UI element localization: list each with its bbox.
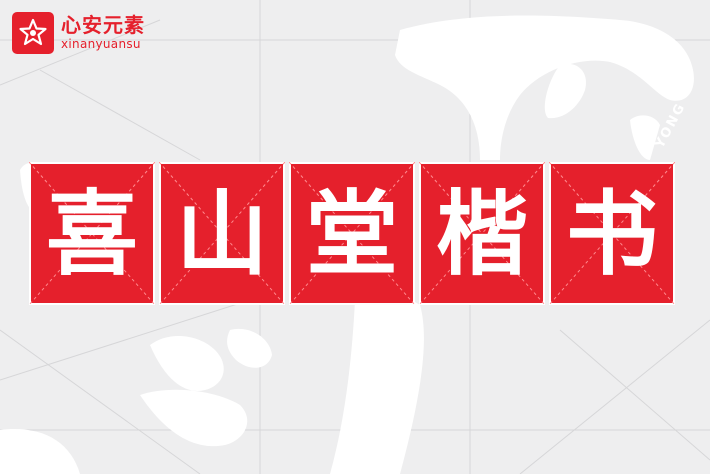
title-tiles: 喜 山 堂 楷	[29, 162, 675, 305]
title-glyph: 山	[175, 179, 268, 288]
logo[interactable]: 心安元素 xinanyuansu	[12, 12, 145, 54]
title-tile: 书	[549, 162, 675, 305]
title-tile: 喜	[29, 162, 155, 305]
title-glyph: 堂	[305, 179, 398, 288]
tile-guide-grid	[549, 162, 675, 305]
title-glyph: 喜	[45, 179, 138, 288]
title-glyph: 书	[565, 179, 658, 288]
title-glyph: 楷	[435, 179, 528, 288]
title-tile: 楷	[419, 162, 545, 305]
tile-guide-grid	[289, 162, 415, 305]
title-tile: 山	[159, 162, 285, 305]
tile-guide-grid	[419, 162, 545, 305]
logo-mark-icon	[12, 12, 54, 54]
tile-guide-grid	[29, 162, 155, 305]
logo-name-en: xinanyuansu	[61, 37, 141, 51]
title-tile: 堂	[289, 162, 415, 305]
tile-guide-grid	[159, 162, 285, 305]
logo-name-cn: 心安元素	[61, 13, 145, 37]
